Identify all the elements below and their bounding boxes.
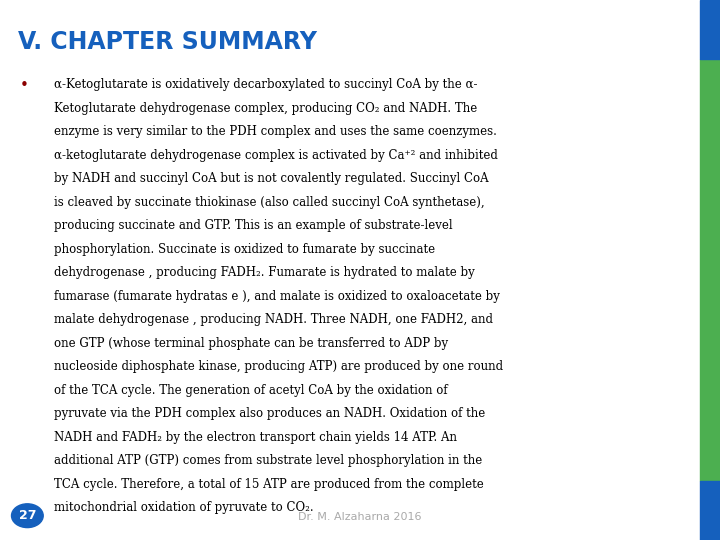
Text: phosphorylation. Succinate is oxidized to fumarate by succinate: phosphorylation. Succinate is oxidized t… — [54, 243, 435, 256]
Text: nucleoside diphosphate kinase, producing ATP) are produced by one round: nucleoside diphosphate kinase, producing… — [54, 360, 503, 373]
Bar — [700, 0, 720, 59]
Text: of the TCA cycle. The generation of acetyl CoA by the oxidation of: of the TCA cycle. The generation of acet… — [54, 383, 448, 397]
Text: NADH and FADH₂ by the electron transport chain yields 14 ATP. An: NADH and FADH₂ by the electron transport… — [54, 431, 457, 444]
Text: malate dehydrogenase , producing NADH. Three NADH, one FADH2, and: malate dehydrogenase , producing NADH. T… — [54, 313, 493, 326]
Text: is cleaved by succinate thiokinase (also called succinyl CoA synthetase),: is cleaved by succinate thiokinase (also… — [54, 195, 485, 209]
Text: additional ATP (GTP) comes from substrate level phosphorylation in the: additional ATP (GTP) comes from substrat… — [54, 454, 482, 467]
Text: 27: 27 — [19, 509, 36, 522]
Text: one GTP (whose terminal phosphate can be transferred to ADP by: one GTP (whose terminal phosphate can be… — [54, 337, 448, 350]
Text: α-Ketoglutarate is oxidatively decarboxylated to succinyl CoA by the α-: α-Ketoglutarate is oxidatively decarboxy… — [54, 78, 477, 91]
Text: fumarase (fumarate hydratas e ), and malate is oxidized to oxaloacetate by: fumarase (fumarate hydratas e ), and mal… — [54, 289, 500, 303]
Text: by NADH and succinyl CoA but is not covalently regulated. Succinyl CoA: by NADH and succinyl CoA but is not cova… — [54, 172, 489, 185]
Text: Ketoglutarate dehydrogenase complex, producing CO₂ and NADH. The: Ketoglutarate dehydrogenase complex, pro… — [54, 102, 477, 115]
Bar — [700, 59, 720, 481]
Text: α-ketoglutarate dehydrogenase complex is activated by Ca⁺² and inhibited: α-ketoglutarate dehydrogenase complex is… — [54, 149, 498, 162]
Text: pyruvate via the PDH complex also produces an NADH. Oxidation of the: pyruvate via the PDH complex also produc… — [54, 407, 485, 420]
Text: V. CHAPTER SUMMARY: V. CHAPTER SUMMARY — [18, 30, 317, 53]
Text: mitochondrial oxidation of pyruvate to CO₂.: mitochondrial oxidation of pyruvate to C… — [54, 501, 314, 514]
Text: producing succinate and GTP. This is an example of substrate-level: producing succinate and GTP. This is an … — [54, 219, 453, 232]
Text: enzyme is very similar to the PDH complex and uses the same coenzymes.: enzyme is very similar to the PDH comple… — [54, 125, 497, 138]
Text: Dr. M. Alzaharna 2016: Dr. M. Alzaharna 2016 — [298, 512, 422, 522]
Text: dehydrogenase , producing FADH₂. Fumarate is hydrated to malate by: dehydrogenase , producing FADH₂. Fumarat… — [54, 266, 474, 279]
Text: •: • — [20, 78, 29, 93]
Bar — [700, 481, 720, 540]
Text: TCA cycle. Therefore, a total of 15 ATP are produced from the complete: TCA cycle. Therefore, a total of 15 ATP … — [54, 477, 484, 491]
